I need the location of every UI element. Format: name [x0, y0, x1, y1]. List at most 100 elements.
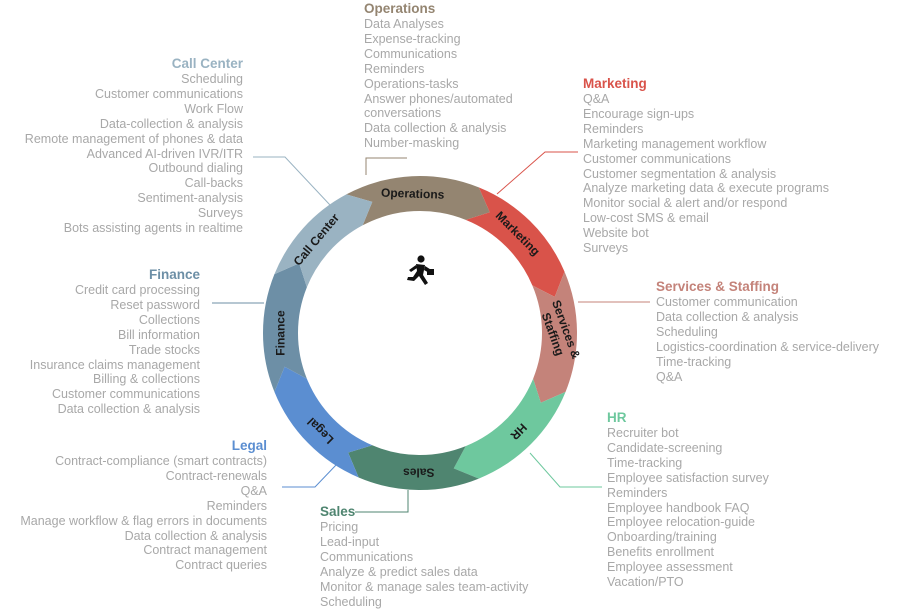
list-item: Reminders: [583, 121, 644, 136]
segment-operations: [346, 176, 490, 226]
list-item: Employee relocation-guide: [607, 515, 756, 530]
list-item: Work Flow: [184, 101, 243, 116]
marketing-title: Marketing: [583, 76, 647, 91]
list-item: Insurance claims management: [29, 357, 200, 372]
segment-label-operations: Operations: [381, 186, 445, 202]
list-item: Data collection & analysis: [57, 402, 200, 417]
list-item: Bots assisting agents in realtime: [63, 221, 243, 236]
list-item: Trade stocks: [128, 342, 200, 357]
operations-title: Operations: [364, 1, 436, 16]
list-item: Benefits enrollment: [607, 545, 715, 560]
list-item: Reminders: [364, 61, 425, 76]
legal-group: Legal Contract-compliance (smart contrac…: [20, 437, 267, 573]
list-item: Data collection & analysis: [364, 121, 507, 136]
list-item: Reminders: [607, 485, 668, 500]
list-item: Customer communications: [583, 151, 731, 166]
list-item: Time-tracking: [607, 455, 683, 470]
finance-group: Finance Credit card processing Reset pass…: [30, 266, 200, 417]
operations-items: Data Analyses Expense-tracking Communicati…: [364, 17, 513, 151]
list-item: Lead-input: [320, 534, 380, 549]
services-staffing-group: Services & Staffing Customer communicati…: [656, 278, 879, 384]
list-item: Data Analyses: [364, 17, 444, 31]
list-item: Scheduling: [656, 324, 718, 339]
list-item: Reset password: [110, 297, 200, 312]
segment-label-sales: Sales: [403, 465, 435, 479]
list-item: Answer phones/automated: [364, 91, 513, 106]
list-item: Monitor & manage sales team-activity: [320, 579, 529, 594]
leader-line-callcenter: [253, 156, 331, 206]
list-item: Outbound dialing: [148, 161, 243, 176]
segment-sales: [348, 445, 479, 490]
hr-title: HR: [607, 410, 627, 425]
list-item: Operations-tasks: [364, 76, 459, 91]
sales-title: Sales: [320, 504, 356, 519]
operations-group: Operations Data Analyses Expense-tracking…: [364, 0, 513, 151]
leader-line-legal: [282, 463, 338, 488]
list-item: Expense-tracking: [364, 31, 461, 46]
list-item: Data collection & analysis: [656, 309, 799, 324]
segment-callcenter: [274, 194, 373, 288]
list-item: Billing & collections: [93, 372, 200, 387]
list-item: Employee assessment: [607, 560, 733, 575]
list-item: Call-backs: [184, 176, 243, 191]
list-item: Sentiment-analysis: [137, 191, 243, 206]
list-item: Employee handbook FAQ: [607, 500, 750, 515]
list-item: Communications: [320, 549, 414, 564]
list-item: Employee satisfaction survey: [607, 470, 769, 485]
legal-title: Legal: [231, 438, 267, 453]
list-item: Scheduling: [320, 594, 382, 609]
list-item: Manage workflow & flag errors in documen…: [20, 513, 267, 528]
call-center-group: Call Center Scheduling Customer communica…: [25, 55, 243, 236]
hr-group: HR Recruiter bot Candidate-screening Time-…: [607, 409, 769, 590]
list-item: Data collection & analysis: [124, 528, 267, 543]
list-item: Q&A: [583, 92, 610, 106]
list-item: Communications: [364, 46, 458, 61]
running-person-icon: [407, 255, 434, 285]
list-item: Surveys: [197, 206, 243, 221]
list-item: Surveys: [583, 241, 629, 256]
list-item: Logistics-coordination & service-deliver…: [656, 339, 880, 354]
legal-items: Contract-compliance (smart contracts) Con…: [20, 454, 267, 573]
list-item: Onboarding/training: [607, 530, 717, 545]
list-item: Marketing management workflow: [583, 136, 767, 151]
leader-line-sales: [355, 490, 409, 513]
list-item: Contract management: [143, 543, 267, 558]
segment-hr: [453, 378, 566, 479]
list-item: Scheduling: [181, 72, 243, 86]
list-item: Recruiter bot: [607, 426, 679, 440]
list-item: Number-masking: [364, 136, 460, 151]
call-center-items: Scheduling Customer communications Work Fl…: [25, 72, 243, 236]
list-item: Customer communications: [52, 387, 200, 402]
segment-legal: [274, 366, 373, 478]
services-staffing-title: Services & Staffing: [656, 279, 780, 294]
list-item: Time-tracking: [656, 354, 732, 369]
list-item: Contract queries: [175, 558, 267, 573]
list-item: Analyze marketing data & execute program…: [583, 181, 829, 196]
list-item: Customer communications: [95, 86, 243, 101]
list-item: Candidate-screening: [607, 440, 723, 455]
finance-items: Credit card processing Reset password Coll…: [30, 283, 200, 417]
list-item: Analyze & predict sales data: [320, 564, 478, 579]
list-item: Pricing: [320, 520, 359, 534]
list-item: Vacation/PTO: [607, 575, 684, 590]
sales-items: Pricing Lead-input Communications Analyze &…: [320, 520, 528, 609]
list-item: Customer segmentation & analysis: [583, 166, 777, 181]
list-item: Q&A: [240, 483, 267, 498]
services-staffing-items: Customer communication Data collection & …: [656, 295, 879, 384]
segment-label-finance: Finance: [274, 310, 288, 356]
finance-title: Finance: [148, 267, 200, 282]
list-item: Collections: [138, 312, 200, 327]
list-item: Remote management of phones & data: [24, 131, 243, 146]
list-item: Monitor social & alert and/or respond: [583, 196, 788, 211]
segment-services: [532, 271, 577, 403]
leader-line-marketing: [496, 151, 578, 195]
leader-line-hr: [529, 452, 602, 488]
marketing-group: Marketing Q&A Encourage sign-ups Reminders…: [583, 75, 829, 256]
list-item: Website bot: [583, 226, 649, 241]
list-item: Bill information: [118, 327, 200, 342]
list-item: Customer communication: [656, 295, 798, 309]
list-item: Low-cost SMS & email: [583, 211, 709, 226]
hr-items: Recruiter bot Candidate-screening Time-tra…: [607, 426, 769, 590]
list-item: Data-collection & analysis: [99, 116, 243, 131]
